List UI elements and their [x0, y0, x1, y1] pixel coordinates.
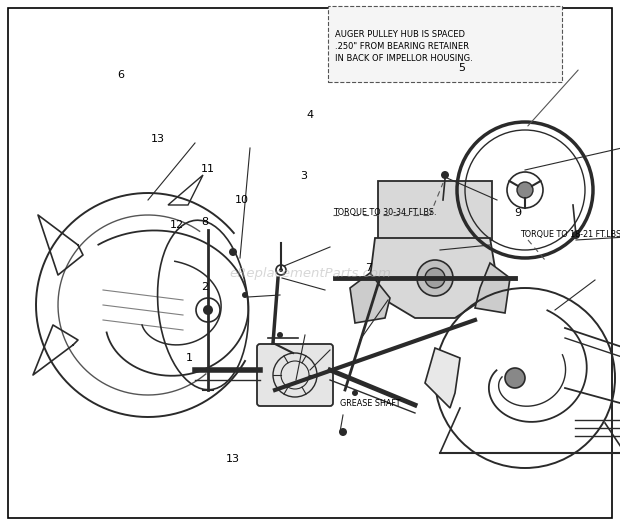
Text: 2: 2: [201, 281, 208, 292]
Polygon shape: [425, 348, 460, 408]
Polygon shape: [350, 273, 390, 323]
Text: 5: 5: [458, 63, 466, 74]
Text: 4: 4: [306, 109, 314, 120]
Text: 11: 11: [201, 164, 215, 175]
Text: 10: 10: [235, 195, 249, 205]
Text: eReplacementParts.com: eReplacementParts.com: [229, 267, 391, 280]
Circle shape: [517, 182, 533, 198]
Circle shape: [441, 171, 449, 179]
Polygon shape: [168, 175, 203, 205]
Text: 3: 3: [300, 171, 308, 181]
FancyBboxPatch shape: [378, 181, 492, 240]
Circle shape: [417, 260, 453, 296]
Text: AUGER PULLEY HUB IS SPACED
.250" FROM BEARING RETAINER
IN BACK OF IMPELLOR HOUSI: AUGER PULLEY HUB IS SPACED .250" FROM BE…: [335, 30, 472, 63]
Text: 9: 9: [514, 208, 521, 218]
Polygon shape: [475, 263, 510, 313]
Text: 13: 13: [151, 134, 165, 145]
Circle shape: [279, 268, 283, 272]
Circle shape: [505, 368, 525, 388]
Text: 12: 12: [170, 219, 184, 230]
Circle shape: [352, 390, 358, 396]
Text: GREASE SHAFT: GREASE SHAFT: [340, 399, 401, 408]
Circle shape: [339, 428, 347, 436]
Text: TORQUE TO 30-34 FT.LBS.: TORQUE TO 30-34 FT.LBS.: [333, 208, 436, 217]
Text: TORQUE TO 18-21 FT.LBS.: TORQUE TO 18-21 FT.LBS.: [520, 230, 620, 239]
Text: 8: 8: [201, 217, 208, 227]
Circle shape: [277, 332, 283, 338]
Circle shape: [203, 305, 213, 315]
Circle shape: [572, 231, 580, 239]
Polygon shape: [370, 238, 495, 318]
Circle shape: [229, 248, 237, 256]
Text: 7: 7: [365, 263, 373, 274]
Text: 1: 1: [185, 352, 193, 363]
Text: 13: 13: [226, 454, 239, 464]
FancyBboxPatch shape: [328, 6, 562, 82]
Circle shape: [425, 268, 445, 288]
Circle shape: [242, 292, 248, 298]
Text: 6: 6: [117, 69, 125, 80]
FancyBboxPatch shape: [257, 344, 333, 406]
